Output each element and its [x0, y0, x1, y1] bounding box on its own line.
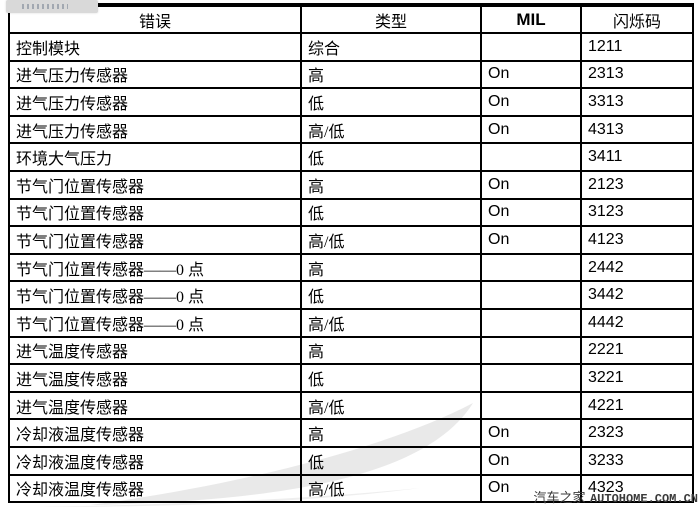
cell-type: 低 [300, 87, 482, 117]
cell-error: 进气压力传感器 [8, 59, 302, 90]
cell-mil: On [480, 418, 582, 448]
cell-type: 高 [300, 335, 482, 366]
site-credit-url: AUTOHOME.COM.CN [589, 492, 698, 506]
cell-mil: On [480, 114, 582, 145]
cell-error: 进气温度传感器 [8, 390, 302, 421]
cell-mil: On [480, 87, 582, 117]
cell-mil: On [480, 445, 582, 476]
cell-error: 节气门位置传感器——0 点 [8, 280, 302, 310]
site-credit-watermark: 汽车之家 AUTOHOME.COM.CN [534, 487, 699, 507]
cell-code: 3411 [580, 142, 694, 172]
cell-error: 冷却液温度传感器 [8, 473, 302, 504]
cell-error: 进气压力传感器 [8, 114, 302, 145]
table-row: 进气压力传感器 高/低 On 4313 [8, 114, 694, 145]
table-row: 进气温度传感器低 3221 [8, 363, 694, 393]
cell-error: 进气温度传感器 [8, 363, 302, 393]
table-row: 节气门位置传感器——0 点高 2442 [8, 252, 694, 283]
cell-error: 节气门位置传感器 [8, 197, 302, 228]
cell-type: 高/低 [300, 114, 482, 145]
table-row: 节气门位置传感器 高/低 On 4123 [8, 225, 694, 255]
table-body: 控制模块 综合 1211 进气压力传感器高 On 2313 进气压力传感器低 On 3313 进气… [8, 32, 694, 504]
table-row: 冷却液温度传感器 高/低 On 4323 [8, 473, 694, 504]
col-header-mil: MIL [480, 4, 582, 34]
cell-type: 低 [300, 197, 482, 228]
cell-type: 高/低 [300, 307, 482, 338]
table-row: 进气压力传感器低 On 3313 [8, 87, 694, 117]
cell-code: 2323 [580, 418, 694, 448]
cell-mil [480, 252, 582, 283]
cell-mil [480, 363, 582, 393]
cell-type: 低 [300, 280, 482, 310]
table-row: 冷却液温度传感器高 On 2323 [8, 418, 694, 448]
cell-code: 3233 [580, 445, 694, 476]
cell-code: 4442 [580, 307, 694, 338]
table-row: 节气门位置传感器——0 点高/低 4442 [8, 307, 694, 338]
cell-code: 2221 [580, 335, 694, 366]
cell-error: 环境大气压力 [8, 142, 302, 172]
cell-type: 高 [300, 169, 482, 200]
col-header-code: 闪烁码 [580, 4, 694, 34]
cell-type: 高/低 [300, 390, 482, 421]
cell-code: 3313 [580, 87, 694, 117]
site-credit-cn: 汽车之家 [533, 490, 586, 505]
cell-mil [480, 32, 582, 62]
fault-code-table: 错误 类型 MIL 闪烁码 控制模块 综合 1211 进气压力传感器高 On 2313 进气… [8, 3, 694, 504]
cell-code: 3221 [580, 363, 694, 393]
cell-mil: On [480, 225, 582, 255]
cell-code: 4313 [580, 114, 694, 145]
cell-error: 节气门位置传感器——0 点 [8, 252, 302, 283]
table-row: 进气压力传感器高 On 2313 [8, 59, 694, 90]
cell-error: 冷却液温度传感器 [8, 418, 302, 448]
cell-code: 4123 [580, 225, 694, 255]
cell-mil: On [480, 197, 582, 228]
table-row: 节气门位置传感器——0 点低 3442 [8, 280, 694, 310]
cell-type: 高/低 [300, 473, 482, 504]
cell-error: 冷却液温度传感器 [8, 445, 302, 476]
cell-error: 进气压力传感器 [8, 87, 302, 117]
table-row: 冷却液温度传感器低 On 3233 [8, 445, 694, 476]
cell-type: 低 [300, 363, 482, 393]
table-row: 控制模块 综合 1211 [8, 32, 694, 62]
cell-mil: On [480, 169, 582, 200]
cell-mil [480, 280, 582, 310]
cell-code: 2123 [580, 169, 694, 200]
cell-type: 高 [300, 418, 482, 448]
cell-mil [480, 390, 582, 421]
col-header-type: 类型 [300, 4, 482, 34]
cell-code: 3123 [580, 197, 694, 228]
cell-type: 高 [300, 59, 482, 90]
cell-mil: On [480, 59, 582, 90]
scan-artifact [6, 0, 98, 13]
cell-error: 进气温度传感器 [8, 335, 302, 366]
cell-mil [480, 335, 582, 366]
cell-type: 低 [300, 445, 482, 476]
cell-mil [480, 142, 582, 172]
cell-type: 高/低 [300, 225, 482, 255]
cell-code: 4323 [580, 473, 694, 504]
cell-code: 3442 [580, 280, 694, 310]
table-row: 进气温度传感器 高/低 4221 [8, 390, 694, 421]
cell-error: 节气门位置传感器——0 点 [8, 307, 302, 338]
cell-type: 高 [300, 252, 482, 283]
cell-type: 低 [300, 142, 482, 172]
cell-code: 1211 [580, 32, 694, 62]
cell-error: 节气门位置传感器 [8, 225, 302, 255]
cell-type: 综合 [300, 32, 482, 62]
table-row: 进气温度传感器高 2221 [8, 335, 694, 366]
table-row: 节气门位置传感器高 On 2123 [8, 169, 694, 200]
cell-mil: On [480, 473, 582, 504]
table-row: 环境大气压力低 3411 [8, 142, 694, 172]
cell-error: 节气门位置传感器 [8, 169, 302, 200]
cell-code: 2313 [580, 59, 694, 90]
table-row: 节气门位置传感器低 On 3123 [8, 197, 694, 228]
cell-code: 2442 [580, 252, 694, 283]
cell-error: 控制模块 [8, 32, 302, 62]
cell-code: 4221 [580, 390, 694, 421]
header-row: 错误 类型 MIL 闪烁码 [8, 4, 694, 34]
cell-mil [480, 307, 582, 338]
